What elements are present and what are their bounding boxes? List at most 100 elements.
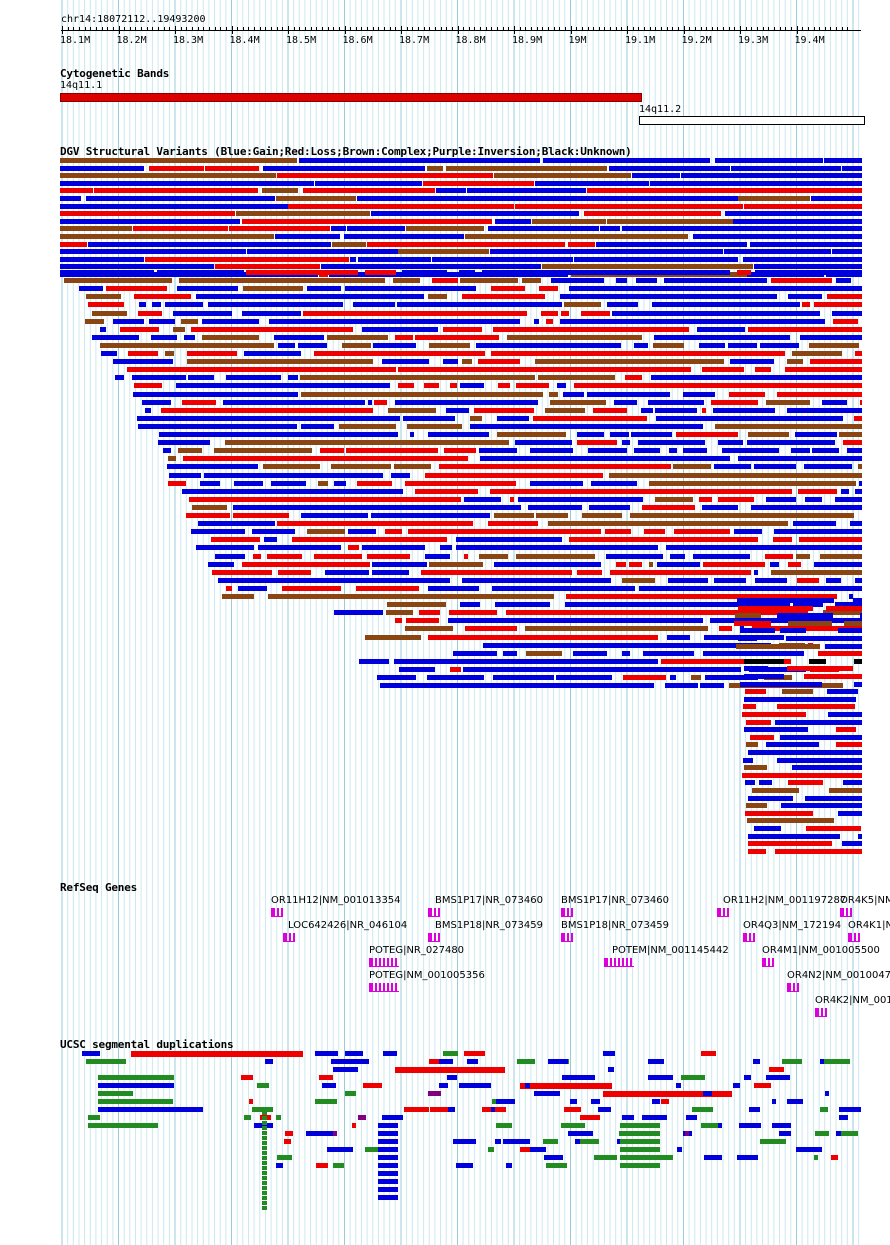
- dgv-variant[interactable]: [303, 188, 435, 194]
- dgv-variant[interactable]: [263, 165, 425, 171]
- dgv-variant[interactable]: [428, 585, 479, 591]
- dgv-variant[interactable]: [494, 561, 601, 567]
- dgv-variant[interactable]: [836, 742, 862, 748]
- dgv-variant[interactable]: [465, 626, 517, 632]
- dgv-variant[interactable]: [725, 211, 862, 217]
- dgv-variant[interactable]: [535, 180, 649, 186]
- dgv-variant[interactable]: [607, 218, 733, 224]
- dgv-variant[interactable]: [788, 561, 801, 567]
- segdup-feature[interactable]: [428, 1091, 441, 1096]
- dgv-variant[interactable]: [744, 765, 767, 771]
- dgv-variant[interactable]: [234, 480, 263, 486]
- dgv-variant[interactable]: [744, 658, 784, 664]
- dgv-variant[interactable]: [394, 464, 431, 470]
- dgv-variant[interactable]: [843, 780, 862, 786]
- segdup-feature[interactable]: [495, 1139, 501, 1144]
- dgv-variant[interactable]: [145, 256, 349, 262]
- dgv-variant[interactable]: [560, 318, 825, 324]
- dgv-variant[interactable]: [582, 513, 622, 518]
- segdup-feature[interactable]: [333, 1163, 344, 1168]
- dgv-variant[interactable]: [766, 496, 796, 502]
- dgv-variant[interactable]: [331, 464, 391, 470]
- dgv-variant[interactable]: [847, 448, 862, 454]
- dgv-variant[interactable]: [792, 351, 842, 356]
- dgv-variant[interactable]: [782, 689, 813, 695]
- dgv-variant[interactable]: [832, 310, 862, 316]
- dgv-variant[interactable]: [777, 704, 855, 710]
- dgv-variant[interactable]: [587, 391, 670, 397]
- dgv-variant[interactable]: [399, 666, 435, 672]
- dgv-variant[interactable]: [460, 383, 484, 389]
- dgv-variant[interactable]: [812, 448, 839, 454]
- dgv-variant[interactable]: [860, 399, 862, 405]
- segdup-feature[interactable]: [262, 1176, 267, 1180]
- dgv-variant[interactable]: [301, 513, 368, 518]
- dgv-variant[interactable]: [699, 496, 712, 502]
- segdup-feature[interactable]: [733, 1083, 740, 1088]
- dgv-variant[interactable]: [425, 472, 603, 478]
- dgv-variant[interactable]: [410, 432, 414, 437]
- dgv-variant[interactable]: [760, 342, 799, 348]
- dgv-variant[interactable]: [714, 577, 746, 583]
- dgv-variant[interactable]: [748, 833, 840, 839]
- dgv-variant[interactable]: [204, 472, 383, 478]
- dgv-variant[interactable]: [754, 826, 781, 831]
- dgv-variant[interactable]: [835, 602, 862, 608]
- dgv-variant[interactable]: [765, 553, 793, 559]
- segdup-feature[interactable]: [358, 1115, 366, 1120]
- dgv-variant[interactable]: [60, 264, 214, 270]
- dgv-variant[interactable]: [247, 249, 398, 255]
- dgv-variant[interactable]: [836, 727, 856, 733]
- segdup-feature[interactable]: [456, 1163, 473, 1168]
- dgv-variant[interactable]: [479, 553, 508, 559]
- dgv-variant[interactable]: [744, 696, 856, 702]
- dgv-variant[interactable]: [743, 704, 756, 710]
- dgv-variant[interactable]: [271, 480, 306, 486]
- segdup-feature[interactable]: [82, 1051, 100, 1056]
- segdup-feature[interactable]: [98, 1083, 174, 1088]
- segdup-feature[interactable]: [594, 1155, 617, 1160]
- dgv-variant[interactable]: [630, 513, 854, 518]
- dgv-variant[interactable]: [729, 391, 765, 397]
- gene-label[interactable]: OR4Q3|NM_172194: [743, 920, 842, 931]
- dgv-variant[interactable]: [490, 488, 792, 494]
- dgv-variant[interactable]: [262, 188, 298, 194]
- gene-label[interactable]: BMS1P17|NR_073460: [435, 895, 543, 906]
- dgv-variant[interactable]: [350, 256, 356, 262]
- dgv-variant[interactable]: [86, 196, 275, 201]
- dgv-variant[interactable]: [476, 342, 621, 348]
- dgv-variant[interactable]: [196, 294, 424, 300]
- segdup-feature[interactable]: [265, 1059, 273, 1064]
- segdup-feature[interactable]: [677, 1147, 682, 1152]
- dgv-variant[interactable]: [181, 318, 198, 324]
- gene-glyph[interactable]: [604, 958, 634, 967]
- dgv-variant[interactable]: [743, 757, 753, 763]
- dgv-variant[interactable]: [777, 613, 833, 619]
- dgv-variant[interactable]: [315, 180, 422, 186]
- dgv-variant[interactable]: [133, 226, 228, 232]
- gene-label[interactable]: POTEG|NM_001005356: [369, 970, 485, 981]
- dgv-variant[interactable]: [506, 610, 808, 616]
- segdup-feature[interactable]: [652, 1099, 660, 1104]
- dgv-variant[interactable]: [348, 529, 376, 535]
- gene-label[interactable]: OR11H12|NM_001013354: [271, 895, 401, 906]
- dgv-variant[interactable]: [755, 270, 862, 275]
- segdup-feature[interactable]: [306, 1131, 333, 1136]
- dgv-variant[interactable]: [492, 585, 635, 591]
- dgv-variant[interactable]: [649, 480, 856, 486]
- dgv-variant[interactable]: [142, 399, 171, 405]
- dgv-variant[interactable]: [651, 375, 862, 381]
- dgv-variant[interactable]: [277, 521, 473, 527]
- dgv-variant[interactable]: [644, 529, 665, 535]
- segdup-feature[interactable]: [453, 1139, 476, 1144]
- dgv-variant[interactable]: [563, 391, 584, 397]
- gene-glyph[interactable]: [428, 933, 440, 942]
- segdup-feature[interactable]: [692, 1107, 713, 1112]
- segdup-feature[interactable]: [378, 1147, 398, 1152]
- dgv-variant[interactable]: [173, 310, 232, 316]
- dgv-variant[interactable]: [530, 480, 583, 486]
- segdup-feature[interactable]: [620, 1123, 660, 1128]
- dgv-variant[interactable]: [853, 598, 862, 603]
- segdup-feature[interactable]: [88, 1115, 100, 1120]
- dgv-variant[interactable]: [786, 636, 862, 641]
